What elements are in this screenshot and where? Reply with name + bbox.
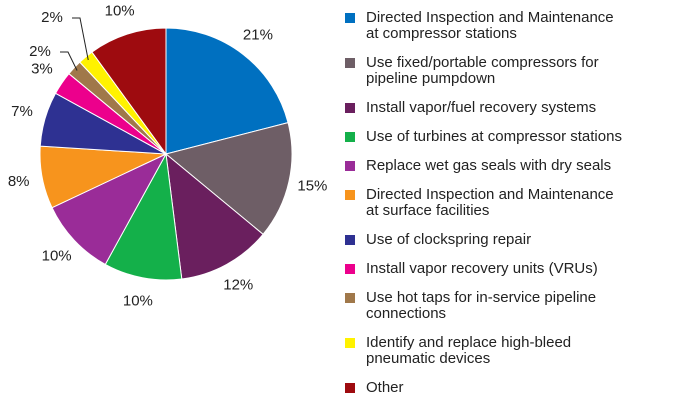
data-label: 10% xyxy=(42,248,72,265)
pie-slice xyxy=(165,152,264,280)
data-label: 7% xyxy=(11,103,33,120)
legend-swatch xyxy=(345,338,355,348)
data-label: 3% xyxy=(31,61,53,78)
legend-swatch xyxy=(345,161,355,171)
legend-label: Other xyxy=(366,379,404,396)
legend-item: Use of turbines at compressor stations xyxy=(345,129,670,145)
legend-swatch xyxy=(345,235,355,245)
legend-label: Install vapor/fuel recovery systems xyxy=(366,99,597,116)
legend-item: Identify and replace high-bleed pneumati… xyxy=(345,335,670,367)
legend-item: Directed Inspection and Maintenance at s… xyxy=(345,187,670,219)
legend-item: Directed Inspection and Maintenance at c… xyxy=(345,10,670,42)
pie-slice xyxy=(51,152,168,266)
data-label: 12% xyxy=(223,276,253,293)
legend-swatch xyxy=(345,190,355,200)
legend-swatch xyxy=(345,383,355,393)
pie-slice xyxy=(91,27,167,156)
legend-item: Use hot taps for in-service pipeline con… xyxy=(345,290,670,322)
legend-item: Use fixed/portable compressors for pipel… xyxy=(345,55,670,87)
data-label: 15% xyxy=(297,178,327,195)
legend: Directed Inspection and Maintenance at c… xyxy=(345,10,670,406)
legend-item: Replace wet gas seals with dry seals xyxy=(345,158,670,174)
leader-line xyxy=(60,51,78,71)
legend-label: Identify and replace high-bleed pneumati… xyxy=(366,334,572,367)
legend-label: Directed Inspection and Maintenance at s… xyxy=(366,186,614,219)
data-label: 8% xyxy=(8,173,30,190)
legend-swatch xyxy=(345,58,355,68)
pie-slice xyxy=(164,122,293,236)
data-label: 10% xyxy=(105,2,135,19)
pie-slice xyxy=(165,27,289,155)
legend-label: Use of clockspring repair xyxy=(366,231,532,248)
legend-label: Use of turbines at compressor stations xyxy=(366,128,622,145)
legend-label: Use hot taps for in-service pipeline con… xyxy=(366,289,597,322)
legend-item: Install vapor/fuel recovery systems xyxy=(345,100,670,116)
legend-swatch xyxy=(345,293,355,303)
leader-line xyxy=(72,17,89,61)
legend-label: Replace wet gas seals with dry seals xyxy=(366,157,612,174)
data-label: 10% xyxy=(123,292,153,309)
legend-swatch xyxy=(345,13,355,23)
legend-label: Directed Inspection and Maintenance at c… xyxy=(366,9,614,42)
legend-item: Use of clockspring repair xyxy=(345,232,670,248)
legend-item: Other xyxy=(345,380,670,396)
data-label: 2% xyxy=(29,43,51,60)
legend-swatch xyxy=(345,103,355,113)
legend-swatch xyxy=(345,132,355,142)
pie-slice xyxy=(104,152,183,281)
data-label: 2% xyxy=(41,9,63,26)
data-label: 21% xyxy=(243,26,273,43)
legend-label: Install vapor recovery units (VRUs) xyxy=(366,260,598,277)
legend-item: Install vapor recovery units (VRUs) xyxy=(345,261,670,277)
legend-label: Use fixed/portable compressors for pipel… xyxy=(366,54,599,87)
pie-area: 21%15%12%10%10%8%7%3%2%2% 10% xyxy=(8,2,328,309)
legend-swatch xyxy=(345,264,355,274)
